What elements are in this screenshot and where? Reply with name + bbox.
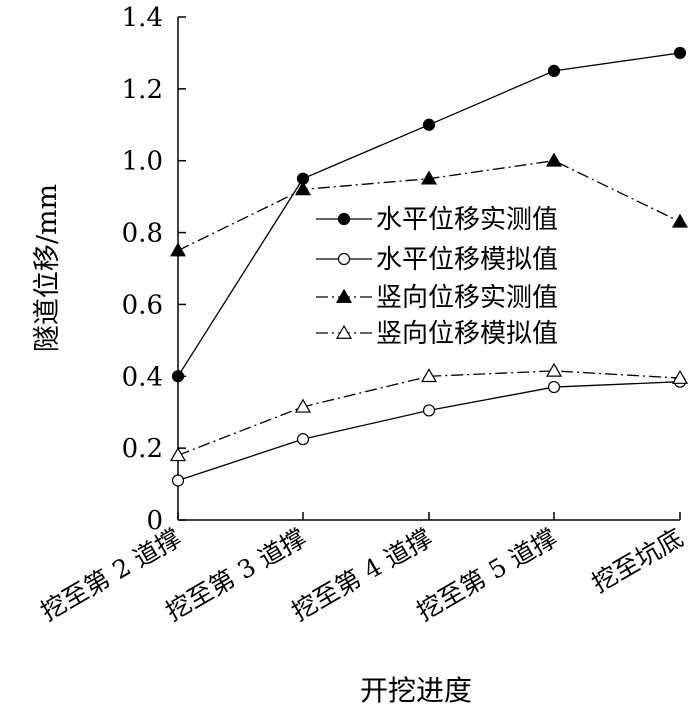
y-tick-label: 0.6 [122, 290, 163, 320]
x-tick-label: 挖至坑底 [587, 523, 688, 598]
data-point [422, 404, 436, 417]
y-axis-label: 隧道位移/mm [32, 184, 63, 352]
data-point [673, 46, 687, 60]
data-point [545, 362, 563, 377]
data-point [171, 474, 185, 487]
legend-item: 水平位移实测值 [316, 205, 558, 235]
legend-item: 竖向位移实测值 [316, 283, 558, 313]
legend-item: 水平位移模拟值 [316, 245, 558, 275]
data-point [422, 118, 436, 131]
x-tick-label: 挖至第 3 道撑 [161, 523, 311, 627]
series-line [177, 370, 681, 456]
x-tick-label: 挖至第 2 道撑 [36, 523, 186, 627]
legend-label: 竖向位移模拟值 [376, 319, 558, 349]
y-tick-label: 0.2 [122, 434, 163, 464]
x-tick-label: 挖至第 4 道撑 [287, 523, 437, 627]
data-point [294, 398, 312, 413]
data-point [296, 433, 310, 446]
data-point [671, 213, 689, 228]
legend-marker [335, 324, 353, 339]
series-1 [171, 46, 687, 383]
legend-item: 竖向位移模拟值 [316, 319, 558, 349]
y-tick-label: 0.8 [122, 219, 163, 249]
data-point [294, 181, 312, 196]
y-tick-label: 1.4 [122, 3, 163, 33]
data-point [420, 368, 438, 383]
y-tick-label: 0 [146, 506, 163, 536]
y-tick-label: 1.0 [122, 147, 163, 177]
x-axis-label: 开挖进度 [360, 674, 472, 707]
y-tick-label: 1.2 [122, 75, 163, 105]
legend-marker [337, 252, 351, 266]
data-point [547, 64, 561, 77]
y-tick-label: 0.4 [122, 362, 163, 392]
legend-label: 水平位移模拟值 [376, 245, 558, 275]
legend-marker [335, 288, 353, 303]
data-point [671, 369, 689, 384]
data-point [169, 242, 187, 257]
data-point [547, 380, 561, 394]
series-line [177, 381, 681, 482]
series-2 [171, 375, 687, 487]
legend-marker [337, 212, 351, 226]
series-3 [169, 152, 689, 257]
data-point [420, 170, 438, 185]
legend-label: 竖向位移实测值 [376, 283, 558, 313]
data-point [171, 370, 185, 383]
legend-label: 水平位移实测值 [376, 205, 558, 235]
data-point [169, 447, 187, 462]
series-4 [169, 362, 689, 462]
x-tick-label: 挖至第 5 道撑 [412, 523, 562, 627]
data-point [545, 152, 563, 167]
series-layer [169, 46, 689, 487]
